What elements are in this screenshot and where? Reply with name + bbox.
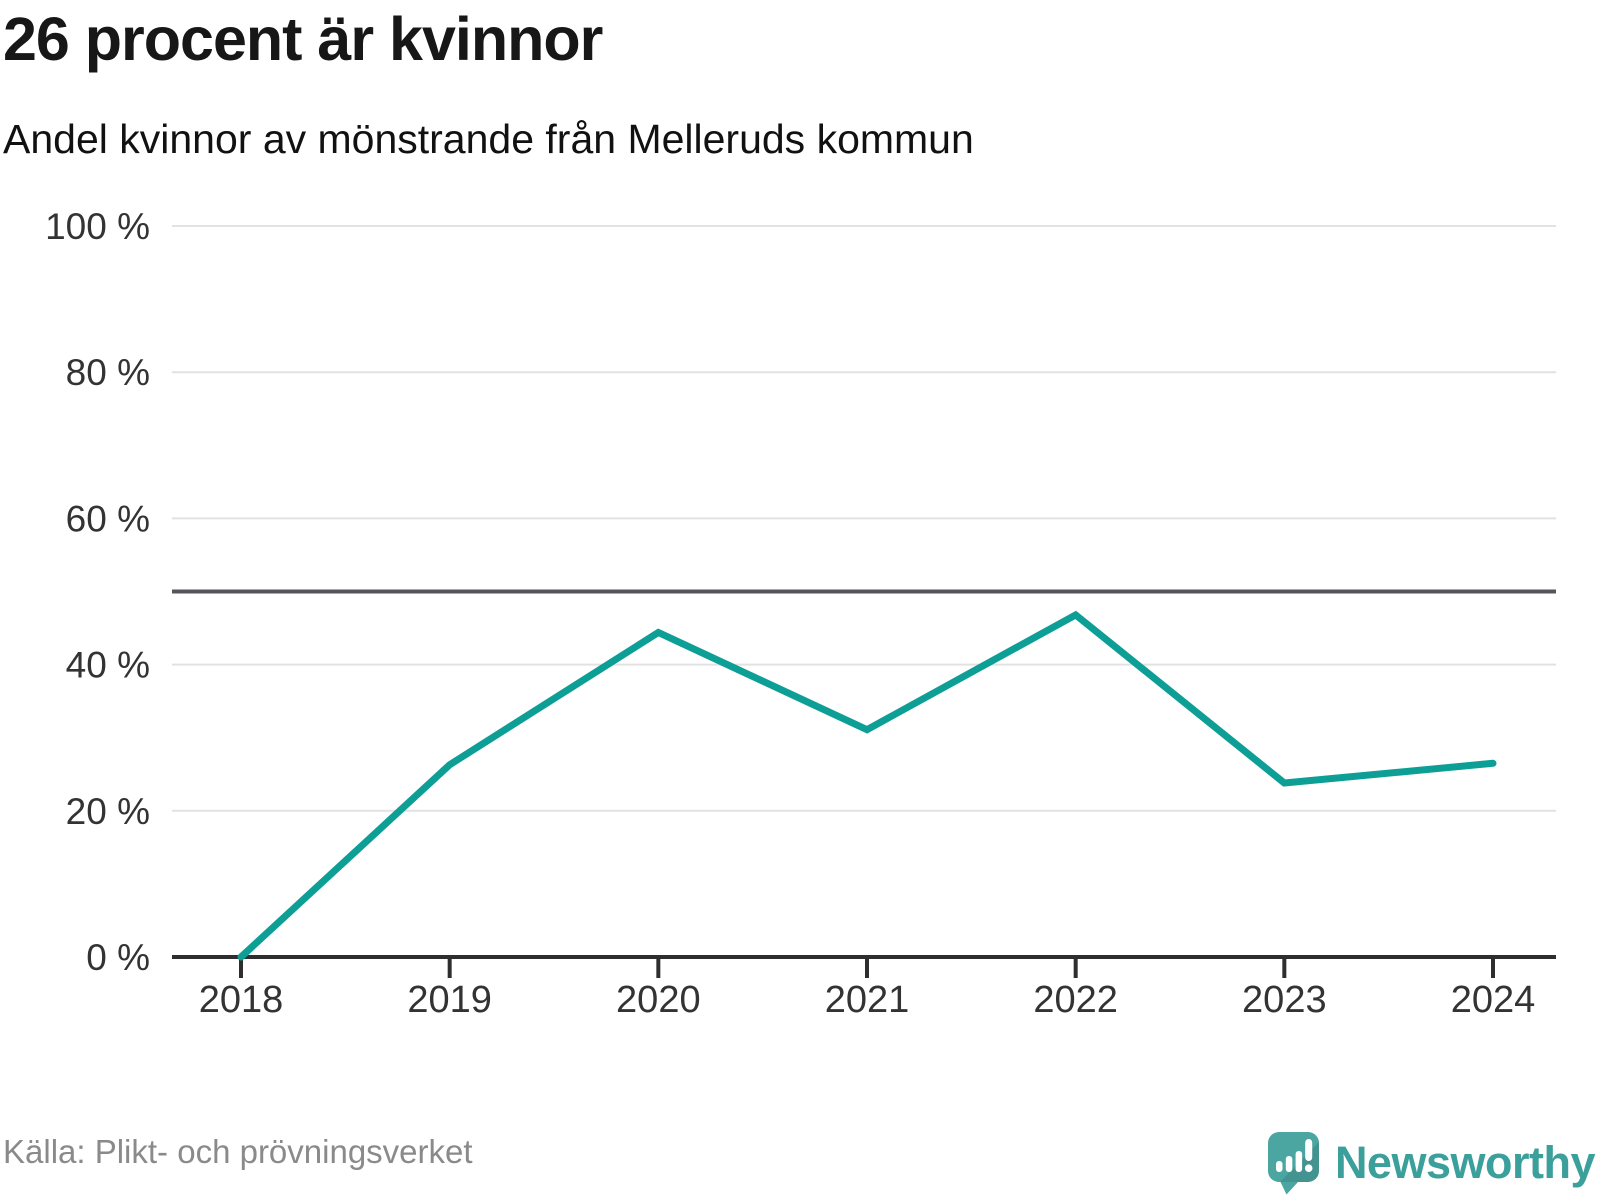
x-axis-tick-label: 2020 <box>616 979 701 1021</box>
brand-name: Newsworthy <box>1334 1137 1596 1188</box>
newsworthy-speech-bubble-icon <box>1267 1132 1319 1195</box>
y-axis-tick-label: 100 % <box>45 206 150 247</box>
y-axis-tick-label: 20 % <box>66 791 150 832</box>
x-axis-tick-label: 2019 <box>407 979 492 1021</box>
x-axis-tick-label: 2021 <box>825 979 910 1021</box>
x-axis-tick-label: 2024 <box>1451 979 1536 1021</box>
y-axis-tick-label: 80 % <box>66 352 150 393</box>
source-note: Källa: Plikt- och prövningsverket <box>3 1133 473 1170</box>
series-line <box>237 610 1497 961</box>
chart-subtitle: Andel kvinnor av mönstrande från Melleru… <box>3 116 974 162</box>
x-axis-tick-label: 2018 <box>199 979 284 1021</box>
x-axis-tick-label: 2022 <box>1033 979 1118 1021</box>
brand-logo: Newsworthy <box>1267 1128 1596 1198</box>
y-axis-tick-label: 60 % <box>66 498 150 539</box>
y-axis-tick-label: 0 % <box>86 937 150 978</box>
y-axis-tick-label: 40 % <box>66 645 150 686</box>
chart-title: 26 procent är kvinnor <box>3 5 603 73</box>
x-axis-tick-label: 2023 <box>1242 979 1327 1021</box>
